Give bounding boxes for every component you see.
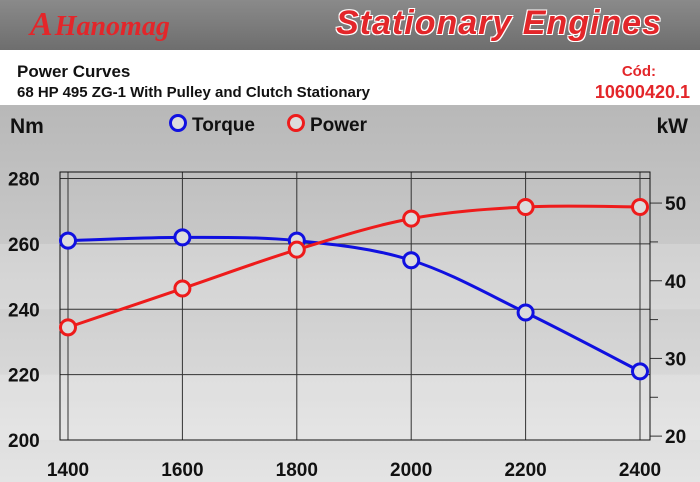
- y-right-tick-label: 40: [665, 272, 686, 293]
- y-left-tick-label: 240: [8, 300, 40, 321]
- brand-logo: A Hanomag: [30, 6, 170, 44]
- x-tick-label: 2400: [619, 460, 661, 481]
- torque-line: [67, 235, 641, 373]
- y-left-tick-label: 280: [8, 170, 40, 191]
- info-panel: Power Curves 68 HP 495 ZG-1 With Pulley …: [0, 50, 700, 105]
- y-left-axis-title: Nm: [10, 115, 44, 138]
- chart-background: [0, 105, 700, 482]
- torque-point: [631, 362, 649, 381]
- torque-point: [173, 228, 192, 247]
- x-tick-label: 1400: [47, 460, 89, 481]
- code-value: 10600420.1: [594, 82, 690, 102]
- brand-mark: A: [30, 6, 53, 43]
- chart-band: [0, 309, 700, 374]
- torque-point: [59, 231, 77, 250]
- chart-band: [0, 374, 700, 440]
- chart-title: Power Curves: [17, 62, 131, 81]
- power-point: [59, 318, 77, 337]
- torque-point: [516, 303, 535, 322]
- banner-title: Stationary Engines: [336, 4, 662, 42]
- y-right-tick-label: 30: [665, 349, 686, 370]
- y-left-tick-label: 260: [8, 235, 40, 256]
- chart-subtitle: 68 HP 495 ZG-1 With Pulley and Clutch St…: [17, 84, 371, 101]
- power-point: [173, 279, 192, 298]
- legend-torque-label: Torque: [192, 115, 255, 136]
- header-banner: A Hanomag Stationary Engines: [0, 0, 700, 50]
- brand-name: Hanomag: [54, 11, 170, 42]
- y-left-tick-label: 200: [8, 431, 40, 452]
- y-right-axis-title: kW: [657, 115, 689, 138]
- y-left-tick-label: 220: [8, 366, 40, 387]
- y-right-tick-label: 50: [665, 194, 686, 215]
- y-right-tick-label: 20: [665, 427, 686, 448]
- legend-power-marker: [287, 114, 305, 132]
- x-tick-label: 1800: [276, 460, 318, 481]
- power-line: [67, 204, 641, 329]
- x-tick-label: 2000: [390, 460, 432, 481]
- power-point: [516, 197, 535, 216]
- x-tick-label: 2200: [504, 460, 546, 481]
- plot-frame: [59, 171, 651, 441]
- power-point: [402, 209, 421, 228]
- legend-power-label: Power: [310, 115, 368, 136]
- power-point: [287, 240, 306, 259]
- legend-torque-marker: [169, 114, 187, 132]
- torque-point: [402, 251, 421, 270]
- code-label: Cód:: [621, 63, 656, 80]
- chart-band: [0, 243, 700, 310]
- power-point: [631, 197, 649, 216]
- x-tick-label: 1600: [161, 460, 203, 481]
